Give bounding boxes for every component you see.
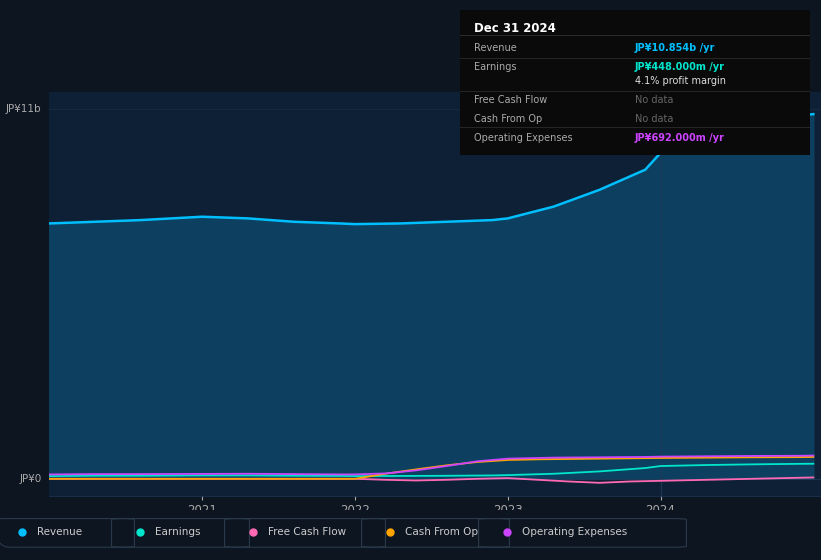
- Text: JP¥11b: JP¥11b: [6, 104, 42, 114]
- Text: Free Cash Flow: Free Cash Flow: [268, 527, 346, 537]
- Text: Free Cash Flow: Free Cash Flow: [474, 95, 547, 105]
- Text: Operating Expenses: Operating Expenses: [474, 133, 572, 143]
- Text: JP¥0: JP¥0: [19, 474, 42, 484]
- Text: No data: No data: [635, 95, 673, 105]
- Text: Earnings: Earnings: [155, 527, 200, 537]
- Text: Earnings: Earnings: [474, 62, 516, 72]
- Text: No data: No data: [635, 114, 673, 124]
- Text: JP¥692.000m /yr: JP¥692.000m /yr: [635, 133, 725, 143]
- Text: Cash From Op: Cash From Op: [474, 114, 542, 124]
- Text: Revenue: Revenue: [474, 43, 516, 53]
- Text: Revenue: Revenue: [37, 527, 82, 537]
- Text: 4.1% profit margin: 4.1% profit margin: [635, 76, 726, 86]
- Text: JP¥448.000m /yr: JP¥448.000m /yr: [635, 62, 725, 72]
- Text: Operating Expenses: Operating Expenses: [522, 527, 627, 537]
- Text: JP¥10.854b /yr: JP¥10.854b /yr: [635, 43, 715, 53]
- Text: Dec 31 2024: Dec 31 2024: [474, 22, 556, 35]
- Text: Cash From Op: Cash From Op: [405, 527, 478, 537]
